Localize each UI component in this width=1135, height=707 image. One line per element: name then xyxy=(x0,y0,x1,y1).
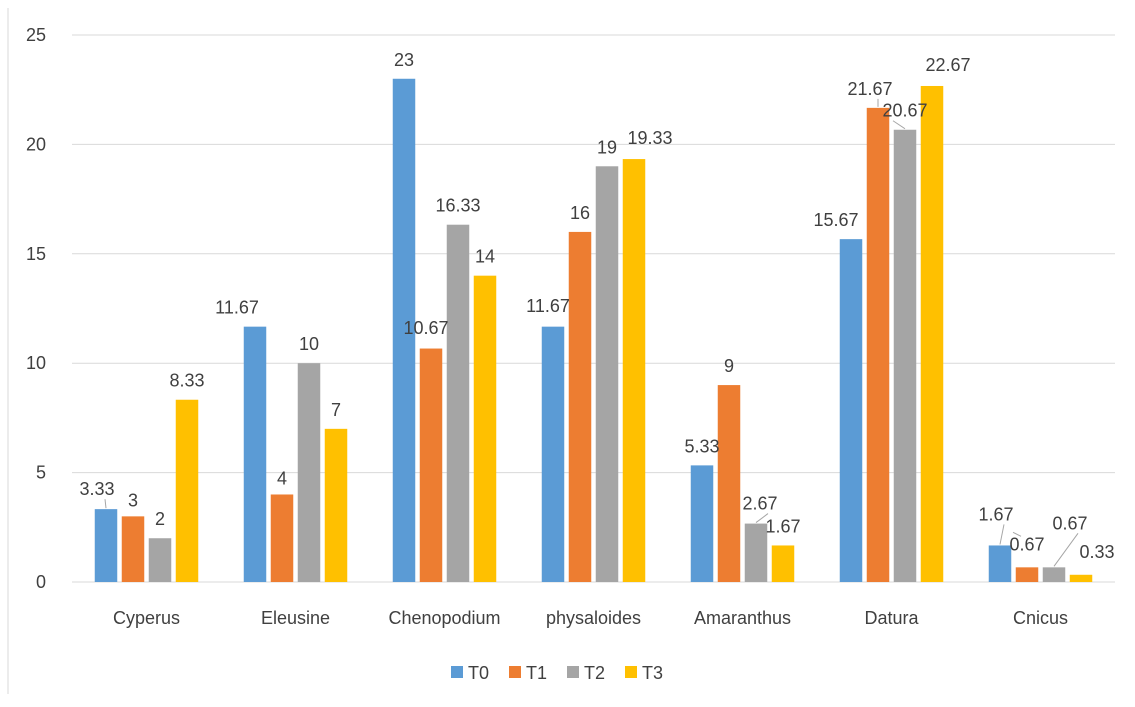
bar-t1-cyperus xyxy=(121,516,145,582)
data-label-t1-cyperus: 3 xyxy=(128,490,138,510)
data-label-t1-physaloides: 16 xyxy=(570,203,590,223)
bar-t1-chenopodium xyxy=(419,348,443,582)
bar-t0-datura xyxy=(839,239,863,583)
data-label-t2-physaloides: 19 xyxy=(597,137,617,157)
legend-label-t1: T1 xyxy=(526,663,547,683)
data-label-t1-datura: 21.67 xyxy=(847,79,892,99)
data-label-t3-cnicus: 0.33 xyxy=(1079,542,1114,562)
data-label-t0-physaloides: 11.67 xyxy=(526,296,570,316)
bar-t2-cnicus xyxy=(1042,567,1066,582)
x-tick-label-chenopodium: Chenopodium xyxy=(388,608,500,628)
bars xyxy=(94,78,1093,583)
legend-label-t3: T3 xyxy=(642,663,663,683)
bar-t1-amaranthus xyxy=(717,385,741,582)
bar-t0-cyperus xyxy=(94,509,118,582)
y-tick-label: 10 xyxy=(26,353,46,373)
data-label-t0-amaranthus: 5.33 xyxy=(684,436,719,456)
data-label-t1-amaranthus: 9 xyxy=(724,356,734,376)
bar-t1-eleusine xyxy=(270,494,294,582)
data-label-t3-amaranthus: 1.67 xyxy=(765,516,800,536)
leader-line xyxy=(1053,533,1079,567)
bar-t3-amaranthus xyxy=(771,545,795,582)
legend-swatch-t3 xyxy=(625,666,637,678)
bar-t3-cnicus xyxy=(1069,574,1093,582)
x-tick-label-datura: Datura xyxy=(864,608,919,628)
bar-t3-datura xyxy=(920,85,944,582)
data-label-t1-eleusine: 4 xyxy=(277,468,287,488)
x-tick-label-amaranthus: Amaranthus xyxy=(694,608,791,628)
bar-t3-chenopodium xyxy=(473,275,497,582)
y-tick-label: 20 xyxy=(26,134,46,154)
bar-t2-chenopodium xyxy=(446,224,470,583)
data-label-t3-chenopodium: 14 xyxy=(475,247,495,267)
leader-line xyxy=(892,120,906,130)
data-label-t2-amaranthus: 2.67 xyxy=(742,494,777,514)
data-labels: 3.33 32 8.33 11.67 4 10 7 23 10.67 16.33 14 11.67 16… xyxy=(79,50,1115,567)
y-axis-ticks: 0 5 10 15 20 25 xyxy=(26,25,46,592)
bar-t2-physaloides xyxy=(595,166,619,582)
data-label-t2-chenopodium: 16.33 xyxy=(435,196,480,216)
x-tick-label-physaloides: physaloides xyxy=(546,608,641,628)
bar-t0-cnicus xyxy=(988,545,1012,582)
legend: T0 T1 T2 T3 xyxy=(451,663,663,683)
legend-swatch-t1 xyxy=(509,666,521,678)
data-label-t3-cyperus: 8.33 xyxy=(169,371,204,391)
bar-t2-amaranthus xyxy=(744,523,768,582)
legend-swatch-t0 xyxy=(451,666,463,678)
leader-line xyxy=(999,524,1005,545)
bar-t0-eleusine xyxy=(243,326,267,582)
y-tick-label: 0 xyxy=(36,572,46,592)
data-label-t1-chenopodium: 10.67 xyxy=(403,318,448,338)
bar-t2-eleusine xyxy=(297,363,321,582)
leader-line xyxy=(755,513,769,523)
data-label-t0-cyperus: 3.33 xyxy=(79,479,114,499)
bar-t0-chenopodium xyxy=(392,78,416,582)
data-label-t3-physaloides: 19.33 xyxy=(627,128,672,148)
bar-t2-datura xyxy=(893,129,917,582)
data-label-t0-datura: 15.67 xyxy=(813,210,858,230)
y-tick-label: 25 xyxy=(26,25,46,45)
bar-t2-cyperus xyxy=(148,538,172,582)
y-tick-label: 15 xyxy=(26,244,46,264)
data-label-t0-eleusine: 11.67 xyxy=(215,298,259,318)
data-label-t2-cnicus: 0.67 xyxy=(1052,513,1087,533)
bar-t0-amaranthus xyxy=(690,465,714,582)
bar-t1-cnicus xyxy=(1015,567,1039,582)
bar-t3-physaloides xyxy=(622,159,646,582)
legend-label-t0: T0 xyxy=(468,663,489,683)
bar-t3-eleusine xyxy=(324,428,348,582)
y-tick-label: 5 xyxy=(36,463,46,483)
x-tick-label-cnicus: Cnicus xyxy=(1013,608,1068,628)
data-label-t2-eleusine: 10 xyxy=(299,334,319,354)
data-label-t2-cyperus: 2 xyxy=(155,509,165,529)
data-label-t2-datura: 20.67 xyxy=(882,101,927,121)
bar-t3-cyperus xyxy=(175,399,199,582)
leader-line xyxy=(1012,531,1022,537)
data-label-t0-cnicus: 1.67 xyxy=(978,504,1013,524)
x-tick-label-eleusine: Eleusine xyxy=(261,608,330,628)
data-label-t1-cnicus: 0.67 xyxy=(1009,534,1044,554)
bar-t1-physaloides xyxy=(568,231,592,583)
data-label-t0-chenopodium: 23 xyxy=(394,50,414,70)
legend-label-t2: T2 xyxy=(584,663,605,683)
data-label-t3-eleusine: 7 xyxy=(331,400,341,420)
x-tick-label-cyperus: Cyperus xyxy=(113,608,180,628)
x-axis-ticks: Cyperus Eleusine Chenopodium physaloides Ama… xyxy=(113,608,1068,628)
legend-swatch-t2 xyxy=(567,666,579,678)
leader-line xyxy=(104,499,107,509)
bar-t0-physaloides xyxy=(541,326,565,582)
data-label-t3-datura: 22.67 xyxy=(925,55,970,75)
bar-t1-datura xyxy=(866,107,890,582)
